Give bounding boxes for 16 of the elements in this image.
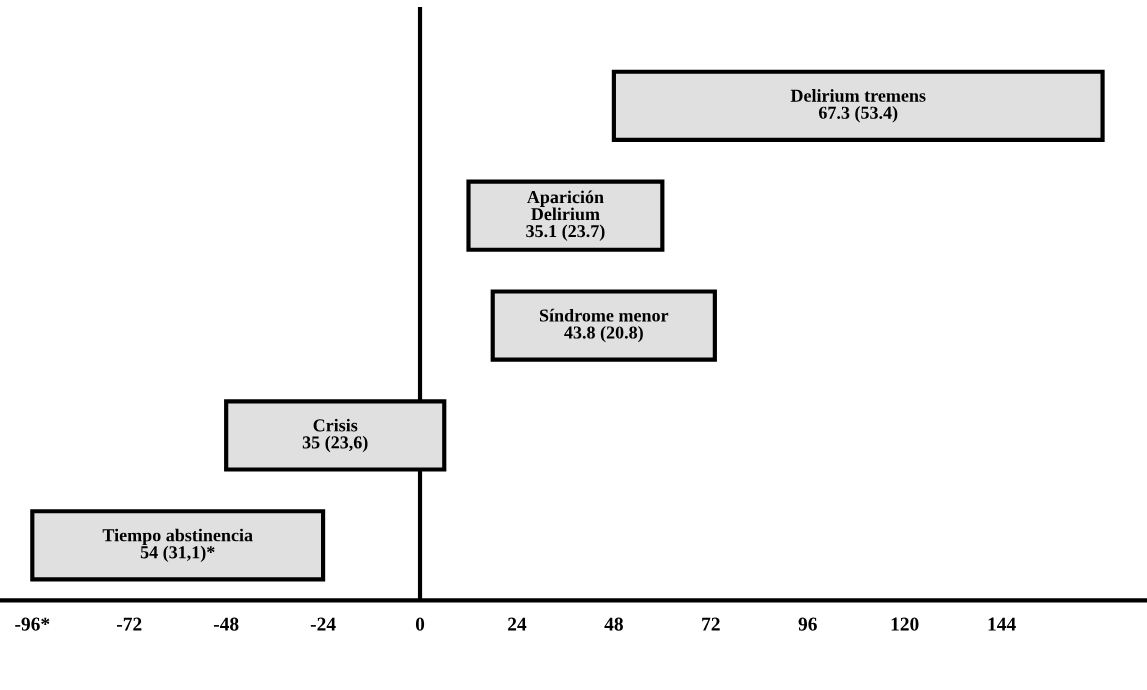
x-tick-label: 96 — [798, 617, 817, 631]
data-label: Aparición Delirium 35.1 (23.7) — [526, 190, 605, 241]
x-tick-label: -48 — [213, 617, 239, 631]
data-label: Síndrome menor 43.8 (20.8) — [539, 308, 669, 343]
x-tick-label: 24 — [508, 617, 527, 631]
data-label: Tiempo abstinencia 54 (31,1)* — [102, 528, 253, 563]
x-tick-label: 144 — [988, 617, 1016, 631]
x-tick-label: -96* — [15, 617, 50, 631]
x-tick-label: -72 — [116, 617, 142, 631]
x-tick-label: 48 — [604, 617, 623, 631]
x-tick-label: 0 — [415, 617, 425, 631]
data-label: Crisis 35 (23,6) — [302, 418, 368, 453]
x-tick-label: 120 — [891, 617, 919, 631]
x-tick-label: 72 — [702, 617, 720, 631]
x-tick-label: -24 — [310, 617, 336, 631]
data-label: Delirium tremens 67.3 (53.4) — [790, 89, 926, 123]
